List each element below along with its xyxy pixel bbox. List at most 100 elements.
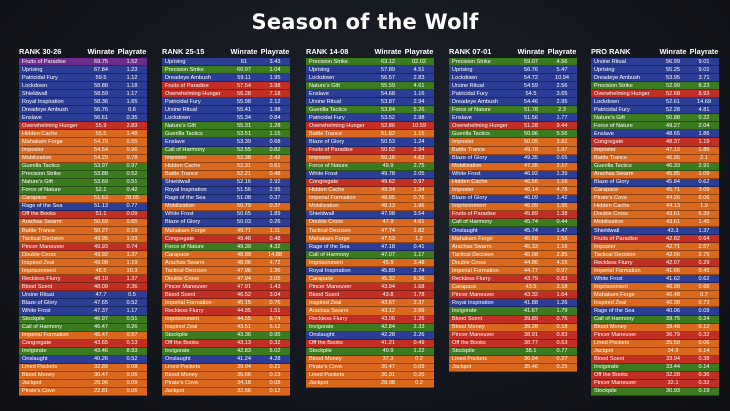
card-name: Guerilla Tactics <box>452 130 490 137</box>
winrate-header: Winrate <box>87 47 115 56</box>
card-name: Fruits of Paradise <box>594 235 638 242</box>
table-rows: Precision Strike 59.07 4.56 Uprising 56.76 5.… <box>449 58 577 372</box>
table-rows: Uprising 61 3.43 Precision Strike 60.97 1.04 D… <box>162 58 290 396</box>
card-name: Precision Strike <box>594 82 633 89</box>
winrate-value: 49.08 <box>94 259 108 266</box>
table-row: Invigorate 42.84 2.33 <box>306 323 434 332</box>
winrate-header: Winrate <box>374 47 402 56</box>
playrate-value: 0.65 <box>126 219 138 226</box>
card-name: Blood Scent <box>22 283 53 290</box>
table-row: Reckless Flurry 48.19 1.37 <box>19 275 147 284</box>
card-name: Enslave <box>165 138 185 145</box>
card-name: Imposter <box>309 155 331 162</box>
table-row: Imprisonment 46.09 1.95 <box>449 202 577 211</box>
winrate-value: 49.62 <box>381 179 395 186</box>
winrate-value: 60.97 <box>237 66 251 73</box>
playrate-value: 0.09 <box>126 380 138 387</box>
winrate-value: 49.34 <box>381 187 395 194</box>
table-row: Mobilization 47.35 2.17 <box>449 162 577 171</box>
winrate-value: 54.54 <box>94 147 108 154</box>
card-name: Arachas Swarm <box>165 259 205 266</box>
table-row: Rage of the Sea 40.06 0.09 <box>591 307 719 316</box>
playrate-header: Playrate <box>547 47 577 56</box>
playrate-value: 0.97 <box>126 163 138 170</box>
card-name: Mobilization <box>594 219 624 226</box>
playrate-value: 1.26 <box>413 316 425 323</box>
playrate-value: 0.35 <box>126 114 138 121</box>
table-row: Imposter 47.12 1.86 <box>591 146 719 155</box>
winrate-value: 50.05 <box>524 138 538 145</box>
winrate-value: 45.74 <box>524 219 538 226</box>
rank-table-14-08: RANK 14-08 Winrate Playrate Precision St… <box>306 46 434 388</box>
card-name: Ursine Ritual <box>452 82 485 89</box>
table-row: Patricidal Fury 55.98 2.12 <box>162 98 290 107</box>
table-rows: Fruits of Paradise 69.75 1.52 Uprising 67.84… <box>19 58 147 396</box>
winrate-value: 54.5 <box>525 90 537 97</box>
card-name: Fruits of Paradise <box>22 58 66 65</box>
rank-label: RANK 25-15 <box>162 47 205 56</box>
winrate-value: 41.21 <box>381 340 395 347</box>
table-row: Lined Pockets 30.31 0.26 <box>306 371 434 380</box>
winrate-header: Winrate <box>659 47 687 56</box>
playrate-value: 0.24 <box>698 316 710 323</box>
table-row: Stockpile 43.36 0.95 <box>162 331 290 340</box>
table-row: Imposter 50.05 3.82 <box>449 138 577 147</box>
winrate-value: 47.94 <box>237 275 251 282</box>
playrate-value: 0.26 <box>269 219 281 226</box>
winrate-value: 49.78 <box>381 171 395 178</box>
card-name: Mahakam Forge <box>22 138 63 145</box>
table-row: Pirate's Cove 44.26 0.06 <box>591 194 719 203</box>
table-row: Call of Harmony 47.07 1.17 <box>306 251 434 260</box>
table-row: Pincer Maneuver 47.91 1.43 <box>162 283 290 292</box>
card-name: Battle Trance <box>452 147 485 154</box>
card-name: Lined Pockets <box>309 372 345 379</box>
card-name: Guerilla Tactics <box>165 130 203 137</box>
winrate-value: 34.9 <box>667 348 679 355</box>
playrate-value: 3.04 <box>269 291 281 298</box>
winrate-value: 42.84 <box>381 324 395 331</box>
rank-label: RANK 30-26 <box>19 47 62 56</box>
playrate-value: 1.22 <box>413 348 425 355</box>
card-name: Blood Scent <box>594 356 625 363</box>
table-row: Off the Books 43.13 0.32 <box>162 339 290 348</box>
card-name: Arachas Swarm <box>452 243 492 250</box>
playrate-value: 0.62 <box>698 179 710 186</box>
table-row: Pincer Maneuver 38.91 0.83 <box>449 331 577 340</box>
table-row: Call of Harmony 45.74 0.44 <box>449 218 577 227</box>
playrate-value: 3.54 <box>413 211 425 218</box>
table-row: Patricidal Fury 59.5 1.12 <box>19 74 147 83</box>
table-row: Pirate's Cove 30.47 0.09 <box>306 363 434 372</box>
playrate-value: 5.02 <box>269 348 281 355</box>
playrate-value: 0.48 <box>269 235 281 242</box>
playrate-value: 1.24 <box>413 138 425 145</box>
card-name: Battle Trance <box>165 171 198 178</box>
table-row: Precision Strike 52.99 8.23 <box>591 82 719 91</box>
card-name: White Frost <box>165 211 194 218</box>
table-row: Mahakam Forge 54.79 0.55 <box>19 138 147 147</box>
table-row: Inspired Zeal 49.08 1.19 <box>19 259 147 268</box>
table-row: Imperial Formation 48.95 0.76 <box>306 194 434 203</box>
playrate-value: 4.72 <box>269 259 281 266</box>
table-row: Patricidal Fury 53.52 2.98 <box>306 114 434 123</box>
playrate-value: 0.12 <box>269 388 281 395</box>
playrate-value: 0.26 <box>126 324 138 331</box>
playrate-value: 1.98 <box>269 106 281 113</box>
card-name: Imperial Formation <box>309 195 356 202</box>
table-row: Battle Trance 49.78 1.97 <box>449 146 577 155</box>
card-name: Onslaught <box>452 227 478 234</box>
table-row: White Frost 47.37 1.17 <box>19 307 147 316</box>
playrate-value: 0.06 <box>126 372 138 379</box>
playrate-value: 14.69 <box>697 98 711 105</box>
card-name: Hidden Cache <box>22 130 58 137</box>
winrate-value: 32.28 <box>666 372 680 379</box>
winrate-value: 36.66 <box>237 372 251 379</box>
table-row: Guerilla Tactics 53.97 0.97 <box>19 162 147 171</box>
table-row: Imperial Formation 41.66 0.45 <box>591 267 719 276</box>
rank-label: PRO RANK <box>591 47 631 56</box>
winrate-value: 53.95 <box>666 74 680 81</box>
card-name: Congregate <box>165 235 195 242</box>
playrate-value: 3.18 <box>556 283 568 290</box>
winrate-value: 52.55 <box>237 147 251 154</box>
card-name: Carapace <box>165 251 190 258</box>
card-name: Blood Scent <box>452 316 483 323</box>
